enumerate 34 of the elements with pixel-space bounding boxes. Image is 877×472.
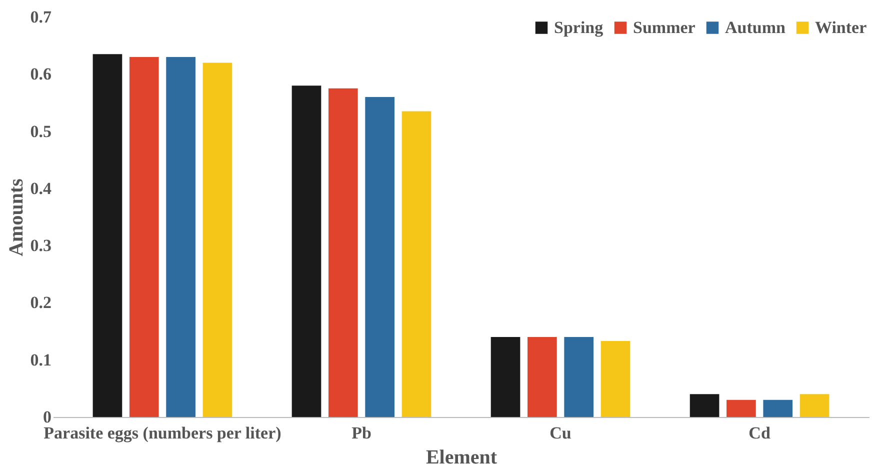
legend-label: Autumn bbox=[725, 18, 786, 37]
bar bbox=[328, 88, 358, 417]
y-tick-label: 0.6 bbox=[30, 64, 52, 84]
y-tick-label: 0.2 bbox=[30, 293, 52, 312]
bar bbox=[490, 337, 520, 417]
bar bbox=[763, 400, 793, 417]
y-tick-label: 0 bbox=[43, 408, 52, 426]
bar bbox=[166, 57, 196, 417]
bar bbox=[402, 111, 432, 417]
y-axis-title: Amounts bbox=[5, 178, 28, 256]
x-tick-label: Cd bbox=[748, 424, 771, 442]
y-tick-label: 0.7 bbox=[30, 8, 52, 26]
x-axis-title: Element bbox=[426, 446, 498, 468]
legend-label: Winter bbox=[815, 18, 868, 37]
legend-label: Summer bbox=[633, 18, 696, 37]
bar bbox=[564, 337, 594, 417]
y-tick-label: 0.4 bbox=[30, 178, 52, 198]
bar bbox=[690, 394, 720, 417]
x-tick-label: Cu bbox=[550, 424, 572, 442]
x-tick-label: Pb bbox=[352, 424, 372, 442]
bar bbox=[129, 57, 159, 417]
y-tick-label: 0.1 bbox=[30, 350, 52, 370]
bar bbox=[600, 341, 630, 417]
y-tick-label: 0.3 bbox=[30, 236, 52, 256]
bar bbox=[365, 97, 394, 417]
legend-label: Spring bbox=[554, 18, 604, 37]
y-tick-label: 0.5 bbox=[30, 122, 52, 141]
bar bbox=[92, 54, 122, 417]
bar bbox=[528, 337, 557, 417]
bar bbox=[800, 394, 830, 417]
bar bbox=[292, 86, 322, 417]
x-tick-label: Parasite eggs (numbers per liter) bbox=[44, 424, 282, 442]
bar bbox=[726, 400, 756, 417]
bar bbox=[202, 62, 232, 417]
